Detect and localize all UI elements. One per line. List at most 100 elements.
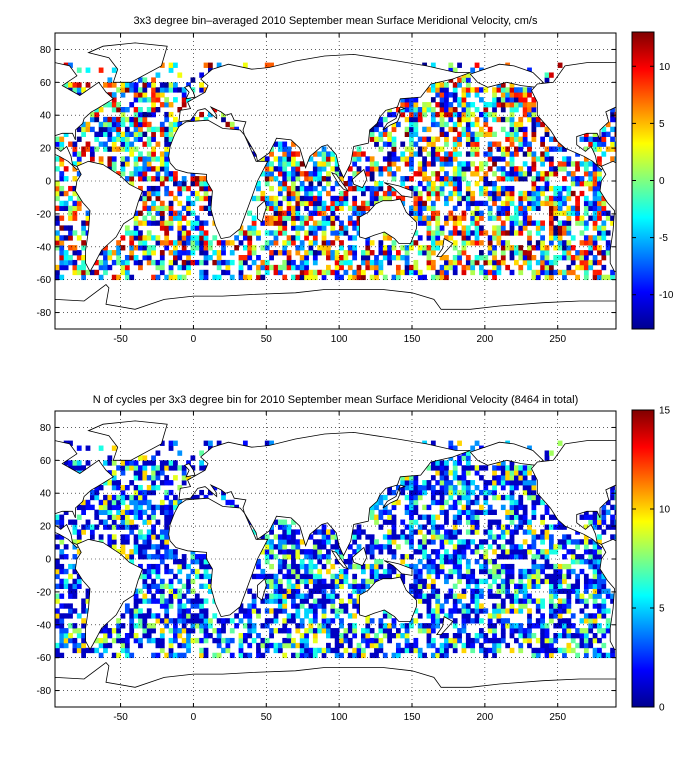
bin-cell (479, 176, 484, 182)
bin-cell (500, 259, 506, 266)
bin-cell (181, 628, 187, 634)
bin-cell (430, 465, 436, 471)
bin-cell (72, 245, 78, 251)
bin-cell (142, 455, 148, 461)
bin-cell (181, 623, 187, 629)
bin-cell (417, 568, 423, 575)
bin-cell (548, 171, 554, 177)
bin-cell (59, 255, 65, 261)
bin-cell (138, 588, 143, 594)
bin-cell (229, 274, 235, 281)
bin-cell (247, 210, 253, 216)
bin-cell (173, 82, 178, 88)
bin-cell (146, 190, 152, 197)
bin-cell (479, 489, 484, 496)
bin-cell (151, 623, 156, 629)
bin-cell (111, 141, 117, 147)
bin-cell (164, 603, 170, 609)
colorbar-tick-label: 5 (659, 604, 665, 615)
bin-cell (588, 618, 594, 624)
bin-cell (492, 539, 497, 545)
bin-cell (527, 642, 532, 649)
bin-cell (63, 190, 69, 197)
bin-cell (129, 82, 135, 88)
bin-cell (601, 220, 607, 226)
bin-cell (374, 195, 379, 202)
bin-cell (444, 264, 449, 271)
bin-cell (435, 647, 441, 654)
coastline-southAmerica (74, 160, 143, 273)
bin-cell (286, 554, 292, 560)
bin-cell (535, 259, 541, 266)
bin-cell (133, 539, 139, 545)
bin-cell (514, 485, 519, 491)
bin-cell (89, 151, 95, 157)
bin-cell (55, 220, 60, 226)
bin-cell (55, 618, 60, 624)
bin-cell (400, 573, 406, 580)
bin-cell (457, 141, 462, 147)
bin-cell (500, 225, 506, 231)
bin-cell (562, 255, 567, 261)
bin-cell (124, 494, 130, 501)
bin-cell (483, 549, 489, 555)
bin-cell (496, 269, 502, 276)
bin-cell (339, 176, 344, 182)
bin-cell (426, 529, 432, 535)
bin-cell (81, 269, 86, 276)
bin-cell (277, 210, 283, 216)
bin-cell (452, 637, 458, 644)
bin-cell (133, 136, 139, 142)
bin-cell (417, 539, 423, 545)
bin-cell (457, 544, 462, 550)
bin-cell (479, 593, 484, 599)
bin-cell (212, 259, 218, 266)
bin-cell (409, 489, 414, 496)
bin-cell (540, 185, 545, 192)
bin-cell (312, 608, 318, 614)
bin-cell (535, 563, 541, 570)
bin-cell (548, 72, 554, 78)
bin-cell (251, 529, 257, 535)
bin-cell (400, 176, 406, 182)
bin-cell (151, 465, 156, 471)
bin-cell (557, 205, 563, 211)
bin-cell (374, 563, 379, 570)
bin-cell (527, 637, 532, 644)
bin-cell (295, 250, 301, 256)
bin-cell (203, 494, 209, 501)
bin-cell (291, 618, 296, 624)
bin-cell (216, 628, 222, 634)
bin-cell (339, 618, 344, 624)
bin-cell (553, 210, 559, 216)
bin-cell (483, 480, 489, 486)
bin-cell (540, 259, 545, 266)
bin-cell (610, 141, 615, 147)
bin-cell (444, 647, 449, 654)
bin-cell (199, 176, 205, 182)
bin-cell (583, 559, 589, 565)
bin-cell (111, 250, 117, 256)
bin-cell (496, 215, 502, 221)
bin-cell (557, 588, 563, 594)
bin-cell (299, 652, 305, 659)
bin-cell (465, 568, 471, 575)
bin-cell (452, 126, 458, 133)
bin-cell (531, 514, 537, 520)
bin-cell (531, 102, 537, 108)
bin-cell (553, 623, 559, 629)
bin-cell (527, 494, 532, 501)
bin-cell (68, 82, 73, 88)
bin-cell (562, 195, 567, 202)
bin-cell (76, 126, 82, 133)
bin-cell (505, 176, 511, 182)
bin-layer (55, 440, 616, 659)
bin-cell (146, 514, 152, 520)
bin-cell (483, 633, 489, 639)
coastline-madagascar (257, 199, 267, 223)
bin-cell (199, 245, 205, 251)
bin-cell (282, 593, 288, 599)
bin-cell (59, 613, 65, 619)
bin-cell (562, 245, 567, 251)
